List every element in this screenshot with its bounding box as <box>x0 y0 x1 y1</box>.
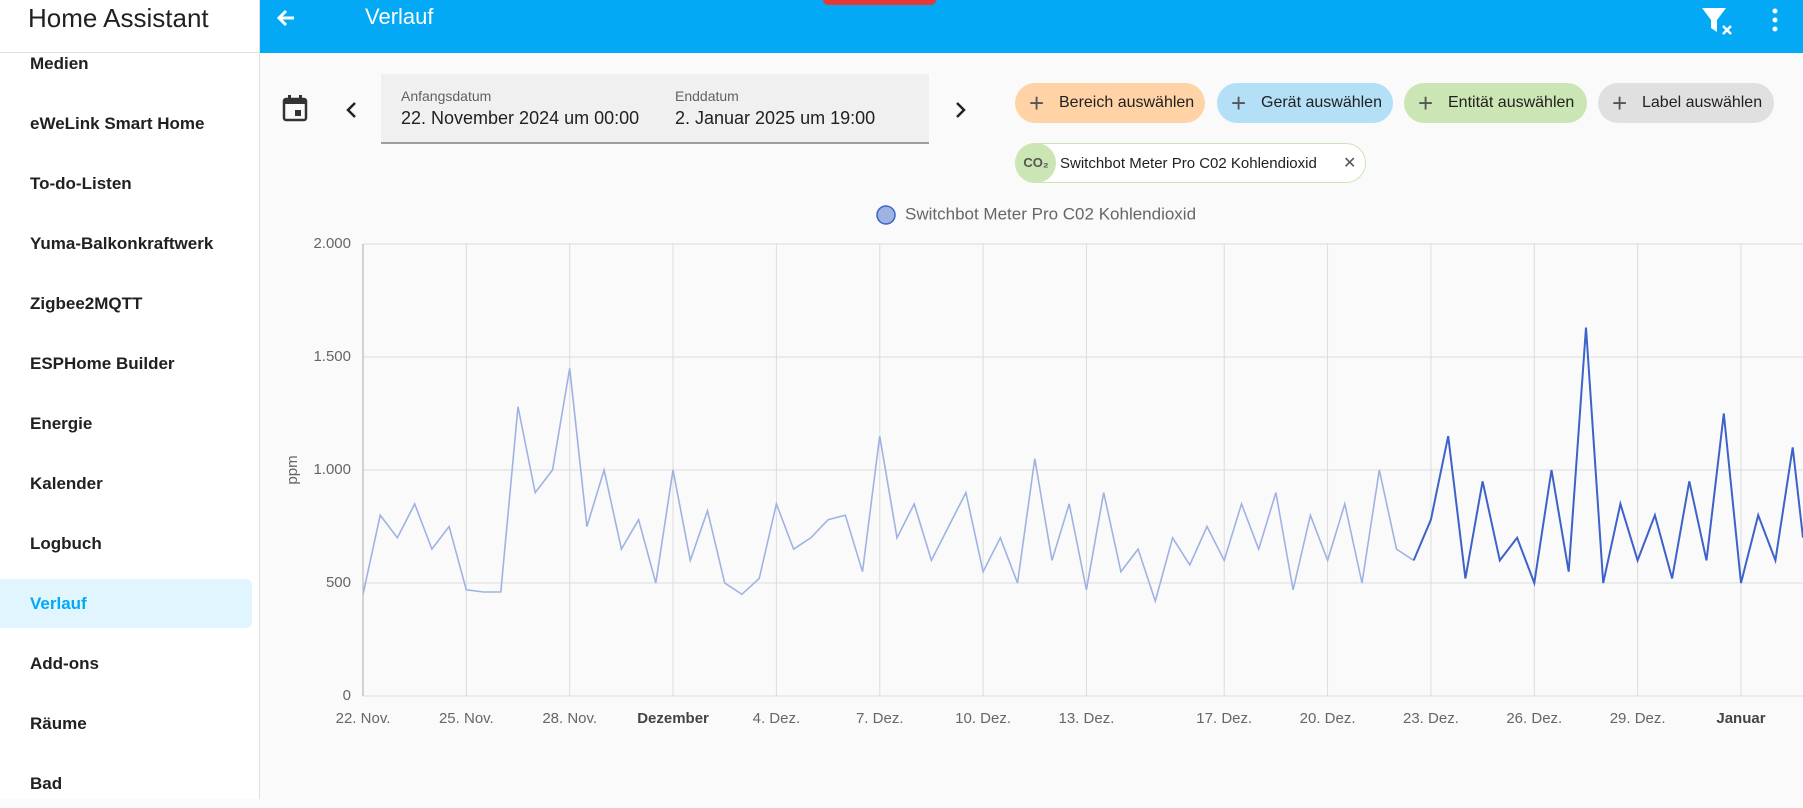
calendar-icon[interactable] <box>276 90 316 130</box>
y-tick-label: 1.500 <box>313 348 351 365</box>
remove-icon[interactable]: ✕ <box>1343 155 1357 172</box>
nav-item[interactable]: Verlauf <box>0 579 252 628</box>
prev-button[interactable] <box>337 95 367 125</box>
legend-swatch <box>876 205 896 225</box>
next-button[interactable] <box>945 95 975 125</box>
nav-item[interactable]: Kalender <box>30 474 103 493</box>
nav-item[interactable]: Add-ons <box>30 654 99 673</box>
chip-label: Gerät auswählen <box>1261 94 1382 111</box>
entity-label: Switchbot Meter Pro C02 Kohlendioxid <box>1060 155 1317 172</box>
filter-chip[interactable]: + Entität auswählen <box>1404 83 1587 123</box>
back-button[interactable] <box>268 0 318 40</box>
y-tick-label: 0 <box>343 687 351 704</box>
alert-tab <box>823 0 936 5</box>
entity-icon: CO₂ <box>1016 143 1056 183</box>
end-date-label: Enddatum <box>675 88 739 104</box>
y-tick-label: 1.000 <box>313 461 351 478</box>
plus-icon: + <box>1612 88 1628 118</box>
legend-label: Switchbot Meter Pro C02 Kohlendioxid <box>905 204 1196 223</box>
nav-item[interactable]: To-do-Listen <box>30 174 132 193</box>
chip-label: Bereich auswählen <box>1059 94 1195 111</box>
x-tick-label: 28. Nov. <box>542 710 597 727</box>
plus-icon: + <box>1029 88 1045 118</box>
x-tick-label: 26. Dez. <box>1506 710 1562 727</box>
nav-item[interactable]: eWeLink Smart Home <box>30 114 205 133</box>
sidebar: Home Assistant Medien eWeLink Smart Home T… <box>0 0 260 799</box>
header-actions[interactable] <box>1700 2 1800 42</box>
nav-item[interactable]: Logbuch <box>30 534 102 553</box>
page-title: Verlauf <box>365 4 434 29</box>
x-tick-label: Januar <box>1716 710 1765 727</box>
chart: 0 500 1.000 1.500 2.000 22. Nov. 25. Nov. 28. N… <box>284 204 1803 727</box>
nav-item[interactable]: Energie <box>30 414 93 433</box>
x-tick-label: 20. Dez. <box>1300 710 1356 727</box>
end-date: 2. Januar 2025 um 19:00 <box>675 108 876 128</box>
top-bar: Verlauf <box>260 0 1803 53</box>
chip-label: Entität auswählen <box>1448 94 1575 111</box>
y-tick-label: 2.000 <box>313 235 351 252</box>
x-tick-label: Dezember <box>637 710 709 727</box>
x-tick-label: 17. Dez. <box>1196 710 1252 727</box>
end-date-field[interactable]: Enddatum 2. Januar 2025 um 19:00 <box>655 74 929 144</box>
nav-item[interactable]: Zigbee2MQTT <box>30 294 143 313</box>
plus-icon: + <box>1418 88 1434 118</box>
chip-label: Label auswählen <box>1642 94 1763 111</box>
nav-item[interactable]: ESPHome Builder <box>30 354 175 373</box>
nav-item[interactable]: Yuma-Balkonkraftwerk <box>30 234 214 253</box>
nav-item[interactable]: Medien <box>30 54 89 73</box>
x-tick-label: 7. Dez. <box>856 710 904 727</box>
filter-chip[interactable]: + Bereich auswählen <box>1015 83 1205 123</box>
start-date-field[interactable]: Anfangsdatum 22. November 2024 um 00:00 <box>381 74 655 144</box>
y-tick-label: 500 <box>326 574 351 591</box>
start-date: 22. November 2024 um 00:00 <box>401 108 640 128</box>
sidebar-title: Home Assistant <box>0 0 259 53</box>
back-icon[interactable] <box>545 0 585 38</box>
x-tick-label: 25. Nov. <box>439 710 494 727</box>
x-tick-label: 4. Dez. <box>753 710 801 727</box>
filter-chip[interactable]: + Gerät auswählen <box>1217 83 1393 123</box>
x-tick-label: 13. Dez. <box>1059 710 1115 727</box>
plus-icon: + <box>1231 88 1247 118</box>
x-tick-label: 10. Dez. <box>955 710 1011 727</box>
nav-item[interactable]: Bad <box>30 774 63 793</box>
line-highlight <box>1412 327 1803 587</box>
filter-chip[interactable]: + Label auswählen <box>1598 83 1774 123</box>
x-tick-label: 23. Dez. <box>1403 710 1459 727</box>
start-date-label: Anfangsdatum <box>401 88 492 104</box>
line <box>362 368 1415 604</box>
y-axis-label: ppm <box>284 455 301 484</box>
entity-chip[interactable]: CO₂ Switchbot Meter Pro C02 Kohlendioxid ✕ <box>1015 143 1366 183</box>
nav-item[interactable]: Räume <box>30 714 87 733</box>
x-tick-label: 29. Dez. <box>1610 710 1666 727</box>
x-tick-label: 22. Nov. <box>336 710 391 727</box>
